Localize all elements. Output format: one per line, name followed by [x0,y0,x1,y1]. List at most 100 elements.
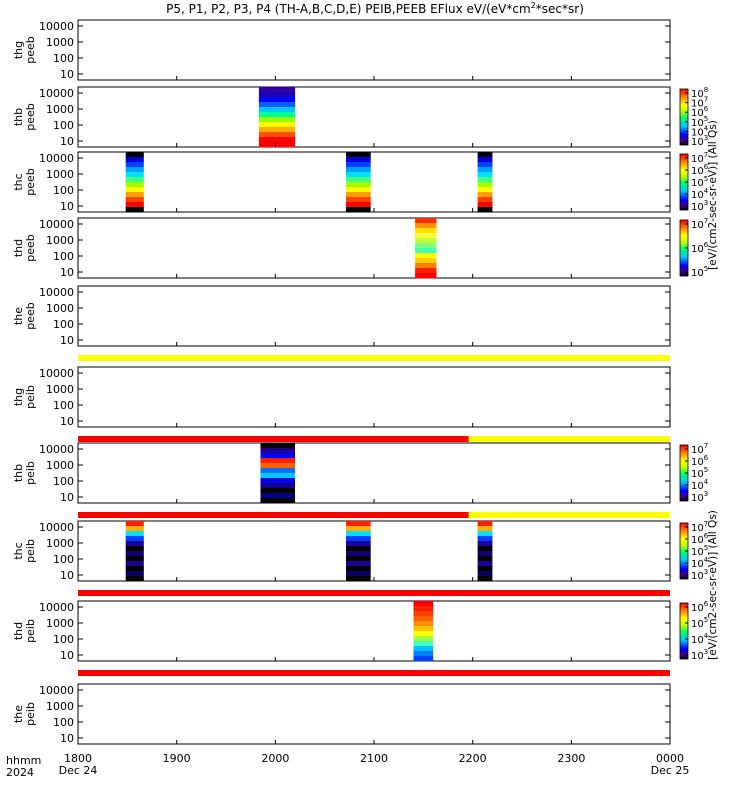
y-tick-label: 1000 [46,383,74,396]
y-tick-label: 100 [53,250,74,263]
colorbar-tick-label: 105 [691,544,708,558]
y-tick-label: 10 [60,200,74,213]
y-tick-label: 10000 [39,443,74,456]
quality-flag-bar [468,512,670,518]
panel-frame [77,86,671,148]
colorbar-tick-label: 108 [691,86,708,100]
y-tick-label: 10000 [39,367,74,380]
colorbar-tick-label: 103 [691,199,708,213]
panel-frame [77,683,671,745]
spectrogram-block [258,87,296,148]
y-tick-label: 10000 [39,286,74,299]
y-tick-label: 10000 [39,87,74,100]
spectrogram-block [346,521,371,582]
y-tick-label: 100 [53,475,74,488]
colorbar-tick-label: 105 [691,616,708,630]
colorbar-tick-label: 104 [691,478,709,492]
panel-frame [77,285,671,347]
panel-probe-label: thd [12,239,25,257]
y-tick-label: 10 [60,491,74,504]
y-tick-label: 10000 [39,684,74,697]
x-tick-label: 2100 [360,752,388,765]
colorbar-tick-label: 107 [691,151,708,165]
x-tick-label: 1800 [64,752,92,765]
spectrogram-block [346,152,371,213]
colorbar-tick-label: 104 [691,187,709,201]
colorbar-tick-label: 107 [691,96,708,110]
panel-probe-label: thc [12,173,25,190]
quality-flag-bar [78,355,670,361]
spectrogram-block [415,218,437,279]
y-tick-label: 100 [53,399,74,412]
panel-frame [77,217,671,279]
spectrogram-block [125,152,144,213]
spectrogram-block [260,443,295,504]
colorbar-tick-label: 103 [691,134,708,148]
x-tick-label: 0000 [656,752,684,765]
colorbar-tick-label: 107 [691,520,708,534]
x-tick-label: 1900 [163,752,191,765]
colorbar-tick-label: 105 [691,115,708,129]
colorbar-tick-label: 106 [691,454,709,468]
x-axis-label-year: 2024 [6,766,34,779]
panel-probe-label: thg [12,388,25,406]
y-tick-label: 1000 [46,234,74,247]
colorbar-tick-label: 106 [691,241,709,255]
quality-flag-bar [78,670,670,676]
panel-thb-peib: 10000 1000 100 10 thb peib [12,442,671,518]
colorbar-tick-label: 107 [691,217,708,231]
x-tick-label: 2300 [557,752,585,765]
y-tick-label: 100 [53,553,74,566]
y-tick-label: 10 [60,415,74,428]
colorbar-label: [eV/(cm2-sec-sr-eV)] (All Qs) [707,510,719,660]
panel-probe-label: thc [12,542,25,559]
y-tick-label: 10000 [39,218,74,231]
y-tick-label: 10 [60,569,74,582]
y-tick-label: 10000 [39,521,74,534]
panel-frame [77,442,671,504]
y-tick-label: 10 [60,266,74,279]
colorbar-tick-label: 103 [691,490,708,504]
spectrogram-block [413,601,434,662]
quality-flag-bar [468,436,670,442]
y-tick-label: 1000 [46,537,74,550]
y-tick-label: 10 [60,68,74,81]
panel-the-peib: 10000 1000 100 10 the peib [12,683,671,745]
y-tick-label: 10 [60,649,74,662]
panel-species-label: peib [24,385,37,409]
colorbar: 106 105 104 103 [679,600,709,662]
panel-probe-label: thb [12,108,25,126]
panel-probe-label: thg [12,41,25,59]
quality-flag-bar [78,590,670,596]
panel-species-label: peib [24,702,37,726]
panel-frame [77,366,671,428]
colorbar-tick-label: 106 [691,163,709,177]
panel-thg-peib: 10000 1000 100 10 thg peib [12,366,671,442]
panel-species-label: peeb [24,36,37,64]
panel-probe-label: thd [12,622,25,640]
spectrogram-block [477,152,493,213]
quality-flag-bar [78,436,469,442]
y-tick-label: 1000 [46,617,74,630]
y-tick-label: 10 [60,334,74,347]
y-tick-label: 1000 [46,700,74,713]
colorbar-tick-label: 103 [691,648,708,662]
colorbar-tick-label: 104 [691,124,709,138]
y-tick-label: 10000 [39,601,74,614]
x-axis-label-hhmm: hhmm [6,754,41,767]
colorbar-tick-label: 106 [691,600,709,614]
panel-species-label: peib [24,539,37,563]
colorbar-tick-label: 105 [691,265,708,279]
colorbar-tick-label: 106 [691,532,709,546]
panel-species-label: peeb [24,234,37,262]
y-tick-label: 1000 [46,36,74,49]
y-tick-label: 1000 [46,103,74,116]
y-tick-label: 10000 [39,20,74,33]
colorbar-tick-label: 107 [691,442,708,456]
panel-species-label: peeb [24,168,37,196]
